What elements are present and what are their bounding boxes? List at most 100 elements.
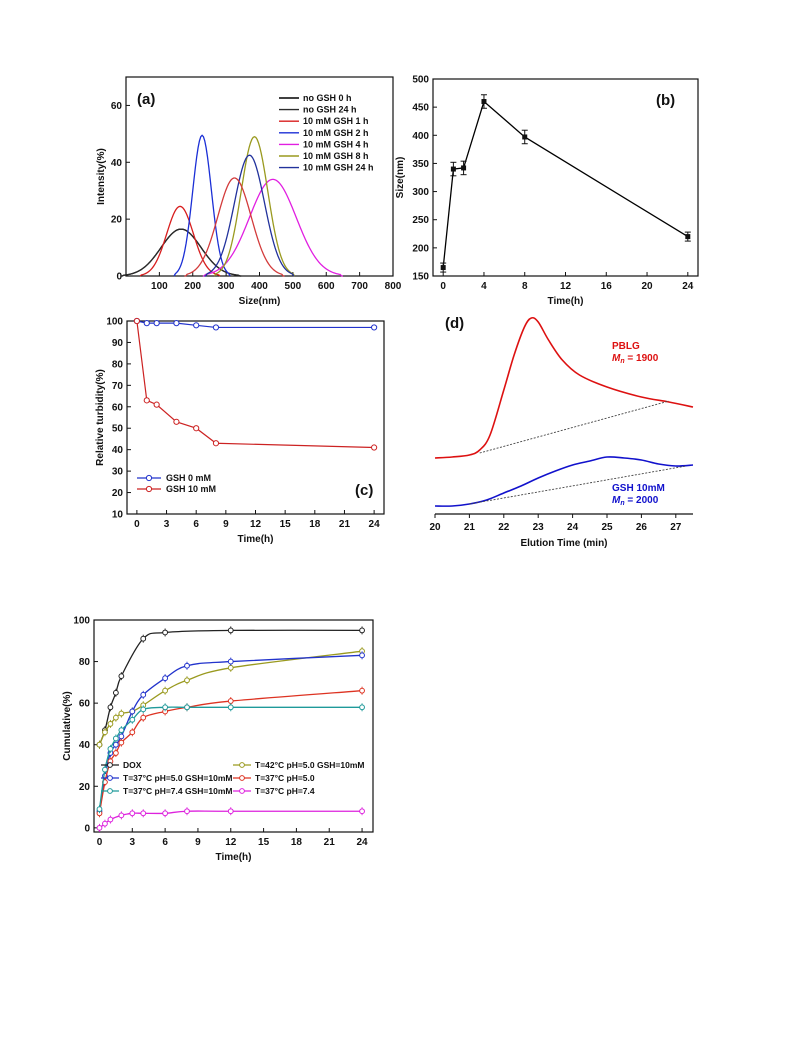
series-line (139, 205, 221, 277)
data-point (173, 418, 180, 425)
baseline-line (469, 465, 687, 505)
data-point (162, 629, 169, 636)
x-axis-label: Time(h) (238, 534, 274, 545)
data-point (227, 808, 234, 815)
data-point (140, 691, 147, 698)
x-tick-label: 600 (318, 281, 335, 292)
x-tick-label: 700 (351, 281, 368, 292)
series-line (120, 228, 242, 277)
series-line (136, 320, 375, 449)
data-point (118, 733, 125, 740)
x-tick-label: 4 (481, 281, 487, 292)
legend-entry: 10 mM GSH 1 h (303, 116, 369, 126)
annotation-mn: Mn = 1900 (612, 353, 659, 365)
data-point (184, 662, 190, 669)
x-tick-label: 25 (601, 522, 613, 533)
annotation-m: M (612, 353, 621, 364)
data-point (129, 810, 136, 817)
data-point (162, 675, 169, 682)
legend-marker (107, 788, 113, 794)
data-point (184, 677, 190, 684)
legend-marker (239, 762, 245, 768)
series-line (202, 178, 343, 277)
data-point (133, 317, 140, 325)
y-tick-label: 80 (112, 359, 124, 370)
data-point (129, 729, 136, 736)
data-point (143, 320, 150, 327)
data-point (107, 704, 114, 711)
data-point (140, 810, 147, 817)
legend-entry: T=37°C pH=7.4 GSH=10mM (123, 786, 232, 796)
y-tick-label: 90 (112, 338, 124, 349)
data-point (184, 704, 190, 711)
data-point (96, 741, 103, 748)
legend-entry: T=37°C pH=7.4 (255, 786, 315, 796)
y-tick-label: 350 (412, 159, 429, 170)
data-point (227, 627, 234, 634)
legend-marker (239, 788, 245, 794)
legend-entry: T=42°C pH=5.0 GSH=10mM (255, 760, 364, 770)
legend-marker (145, 474, 153, 482)
baseline-line (479, 400, 670, 454)
x-tick-label: 500 (285, 281, 302, 292)
data-point (112, 689, 119, 696)
legend-marker (107, 762, 113, 768)
x-tick-label: 20 (429, 522, 441, 533)
data-point (162, 704, 169, 711)
data-point (461, 165, 467, 171)
legend-entry: GSH 10 mM (166, 484, 216, 494)
x-tick-label: 27 (670, 522, 682, 533)
y-tick-label: 60 (79, 699, 91, 710)
data-point (102, 729, 108, 736)
series-line (184, 177, 285, 277)
series-line (442, 100, 689, 268)
data-point (440, 265, 446, 271)
x-tick-label: 12 (225, 837, 237, 848)
y-tick-label: 100 (73, 616, 90, 627)
legend-marker (107, 775, 113, 781)
x-axis-label: Elution Time (min) (520, 538, 607, 549)
annotation-sub: n (620, 500, 624, 507)
x-tick-label: 9 (223, 519, 229, 530)
data-point (227, 664, 234, 671)
x-tick-label: 0 (440, 281, 446, 292)
x-tick-label: 15 (258, 837, 270, 848)
data-point (193, 425, 200, 432)
data-point (143, 397, 150, 404)
y-tick-label: 150 (412, 272, 429, 283)
legend-entry: 10 mM GSH 8 h (303, 151, 369, 161)
data-point (118, 710, 125, 717)
data-point (107, 745, 114, 752)
legend-marker (239, 775, 245, 781)
data-point (359, 652, 365, 659)
data-point (184, 808, 190, 815)
data-point (112, 735, 119, 742)
data-point (359, 704, 365, 711)
data-point (96, 806, 103, 813)
legend-entry: no GSH 24 h (303, 105, 357, 115)
x-tick-label: 18 (309, 519, 321, 530)
y-tick-label: 80 (79, 657, 91, 668)
x-tick-label: 22 (498, 522, 510, 533)
annotation-sub: n (620, 358, 624, 365)
data-point (481, 99, 487, 105)
y-tick-label: 40 (79, 740, 91, 751)
panel-label: (c) (355, 482, 373, 499)
data-point (371, 324, 378, 331)
y-tick-label: 300 (412, 187, 429, 198)
x-tick-label: 24 (567, 522, 579, 533)
x-tick-label: 21 (339, 519, 351, 530)
y-tick-label: 30 (112, 467, 124, 478)
annotation-m: M (612, 495, 621, 506)
x-axis-label: Size(nm) (239, 296, 281, 307)
data-point (140, 635, 147, 642)
annotation-value: = 2000 (625, 495, 659, 506)
x-tick-label: 6 (162, 837, 168, 848)
x-tick-label: 3 (164, 519, 170, 530)
data-point (129, 716, 136, 723)
x-tick-label: 24 (682, 281, 694, 292)
panel-e-frame (93, 619, 374, 833)
data-point (212, 324, 220, 331)
data-point (112, 741, 119, 748)
